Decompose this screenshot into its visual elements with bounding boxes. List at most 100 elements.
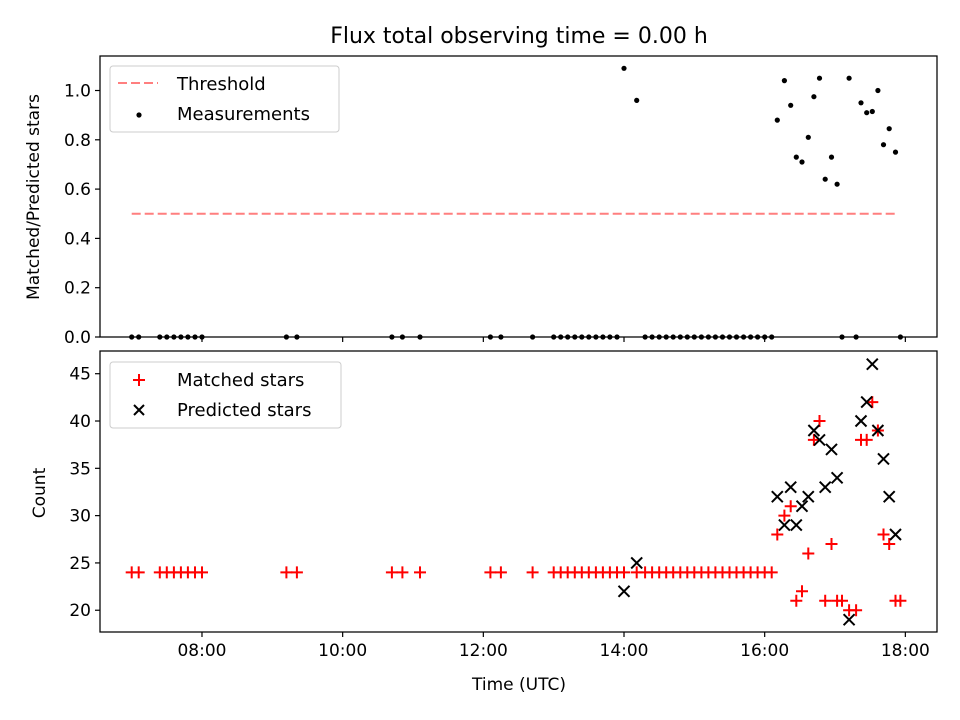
bottom-y-tick-label: 30 <box>69 507 91 527</box>
top-measurements-point <box>846 75 852 81</box>
legend-matched-label: Matched stars <box>177 370 304 391</box>
top-measurements-point <box>822 176 828 182</box>
bottom-matched-stars-point <box>850 604 863 617</box>
bottom-matched-stars-point <box>825 538 838 550</box>
top-y-tick-label: 0.0 <box>64 328 91 348</box>
bottom-legend: Matched stars Predicted stars <box>109 361 342 429</box>
bottom-matched-stars-point <box>765 566 778 579</box>
bottom-matched-stars-point <box>784 500 797 513</box>
top-y-tick-label: 0.6 <box>64 180 91 200</box>
bottom-matched-stars-point <box>771 528 784 541</box>
bottom-y-tick-label: 45 <box>69 365 91 385</box>
top-measurements-point <box>788 102 794 108</box>
top-measurements-point <box>811 94 817 100</box>
bottom-predicted-stars-point <box>790 518 803 532</box>
bottom-matched-stars-point <box>877 528 890 541</box>
chart-title: Flux total observing time = 0.00 h <box>330 24 708 49</box>
bottom-predicted-stars-point <box>807 424 821 437</box>
bottom-matched-stars-point <box>894 594 907 607</box>
bottom-matched-stars-point <box>494 566 507 579</box>
bottom-matched-stars-point <box>396 566 409 579</box>
top-y-tick-label: 0.2 <box>64 279 91 299</box>
top-legend: Threshold Measurements <box>109 65 340 133</box>
top-measurements-point <box>875 87 881 94</box>
bottom-series-layer <box>125 357 907 626</box>
legend-predicted-swatch <box>133 404 145 416</box>
top-measurements-point <box>828 154 835 160</box>
top-panel: 0.0 0.2 0.4 0.6 0.8 1.0 Matched/Predicted sta… <box>24 55 938 348</box>
top-y-tick-label: 1.0 <box>64 82 91 102</box>
bottom-matched-stars-point <box>860 433 873 446</box>
bottom-predicted-stars-point <box>877 452 890 466</box>
bottom-matched-stars-point <box>866 396 879 409</box>
top-measurements-point <box>834 181 840 187</box>
bottom-matched-stars-point <box>618 566 630 579</box>
bottom-matched-stars-point <box>290 566 303 579</box>
top-measurements-point <box>880 142 887 148</box>
bottom-predicted-stars-point <box>813 433 826 447</box>
top-measurements-point <box>799 159 805 165</box>
bottom-y-tick-label: 25 <box>69 554 91 574</box>
bottom-matched-stars-point <box>883 538 896 550</box>
bottom-matched-stars-point <box>790 594 803 607</box>
top-axis-ticks: 0.0 0.2 0.4 0.6 0.8 1.0 <box>64 82 906 348</box>
top-measurements-point <box>781 78 788 84</box>
top-y-tick-label: 0.8 <box>64 131 91 151</box>
bottom-matched-stars-point <box>796 585 808 598</box>
legend-matched-swatch <box>133 374 145 386</box>
bottom-matched-stars-point <box>196 566 208 579</box>
bottom-y-tick-label: 40 <box>69 412 91 432</box>
bottom-predicted-stars-point <box>866 357 879 371</box>
bottom-y-tick-label: 20 <box>69 601 91 621</box>
top-plot-frame <box>99 55 938 338</box>
bottom-predicted-stars-point <box>818 480 832 494</box>
bottom-predicted-stars-point <box>860 395 873 409</box>
bottom-predicted-stars-point <box>830 471 844 485</box>
bottom-predicted-stars-point <box>630 556 643 570</box>
bottom-legend-box <box>109 361 342 429</box>
bottom-predicted-stars-point <box>617 585 631 598</box>
top-measurements-point <box>869 108 875 115</box>
bottom-predicted-stars-point <box>871 424 885 437</box>
top-measurements-point <box>805 134 811 140</box>
bottom-predicted-stars-point <box>802 490 815 503</box>
bottom-x-tick-label: 10:00 <box>318 641 367 661</box>
bottom-matched-stars-point <box>836 594 848 607</box>
bottom-x-tick-label: 14:00 <box>600 641 649 661</box>
bottom-x-tick-label: 16:00 <box>740 641 789 661</box>
bottom-matched-stars-point <box>819 594 832 607</box>
bottom-predicted-stars-point <box>795 499 809 513</box>
bottom-predicted-stars-point <box>825 443 838 456</box>
bottom-predicted-stars-point <box>778 518 791 532</box>
top-measurements-point <box>774 117 780 123</box>
top-legend-box <box>109 65 340 133</box>
bottom-matched-stars-point <box>813 415 826 427</box>
bottom-predicted-stars-point <box>854 414 868 428</box>
top-measurements-point <box>634 97 640 103</box>
bottom-panel: 08:00 10:00 12:00 14:00 16:00 18:00 20 25 30 35 40… <box>30 350 938 695</box>
bottom-matched-stars-point <box>807 433 820 446</box>
bottom-matched-stars-point <box>778 509 791 522</box>
bottom-x-tick-label: 12:00 <box>459 641 508 661</box>
bottom-axis-ticks: 08:00 10:00 12:00 14:00 16:00 18:00 20 25 30 35 40… <box>69 365 929 661</box>
legend-threshold-label: Threshold <box>176 74 266 95</box>
bottom-x-axis-label: Time (UTC) <box>471 675 566 695</box>
bottom-plot-frame <box>99 350 938 633</box>
bottom-y-axis-label: Count <box>30 467 50 518</box>
bottom-x-tick-label: 08:00 <box>177 641 226 661</box>
top-y-axis-label: Matched/Predicted stars <box>24 94 44 300</box>
bottom-predicted-stars-point <box>889 528 902 541</box>
top-measurements-point <box>864 110 870 116</box>
bottom-x-tick-label: 18:00 <box>881 641 930 661</box>
bottom-predicted-stars-point <box>771 490 784 503</box>
top-measurements-point <box>793 154 799 160</box>
legend-predicted-label: Predicted stars <box>177 400 311 421</box>
top-measurements-point <box>892 149 899 155</box>
bottom-y-tick-label: 35 <box>69 459 91 479</box>
bottom-matched-stars-point <box>802 547 815 560</box>
bottom-matched-stars-point <box>280 566 293 579</box>
bottom-predicted-stars-point <box>784 480 797 494</box>
top-y-tick-label: 0.4 <box>64 229 91 249</box>
bottom-matched-stars-point <box>526 566 539 579</box>
